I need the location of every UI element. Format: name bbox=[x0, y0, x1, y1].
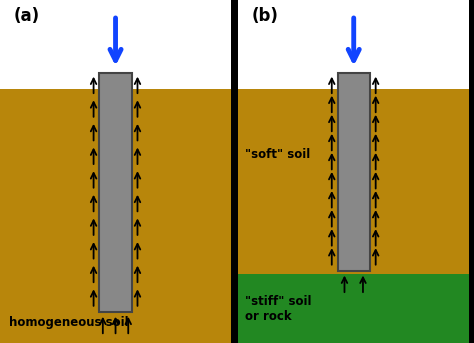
Bar bbox=[238, 0, 469, 89]
Bar bbox=[0, 0, 231, 89]
Text: "soft" soil: "soft" soil bbox=[245, 148, 310, 161]
Bar bbox=[238, 274, 469, 343]
Text: (a): (a) bbox=[14, 7, 40, 25]
Bar bbox=[0, 89, 231, 343]
Bar bbox=[100, 73, 132, 312]
Text: homogeneous soil: homogeneous soil bbox=[9, 316, 129, 329]
Text: (b): (b) bbox=[252, 7, 279, 25]
Bar bbox=[238, 89, 469, 274]
Bar bbox=[337, 73, 370, 271]
Text: "stiff" soil
or rock: "stiff" soil or rock bbox=[245, 295, 311, 323]
